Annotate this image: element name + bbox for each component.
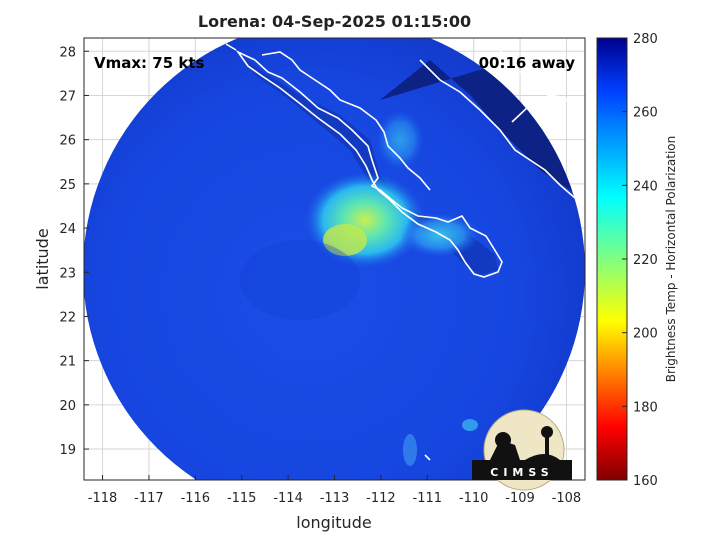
x-tick-label: -113 [320,491,350,506]
baja-peninsula [235,50,498,275]
x-tick-label: -108 [552,491,582,506]
tower-icon [545,436,549,460]
y-tick-label: 25 [59,178,76,193]
y-tick-labels: 19 20 21 22 23 24 25 26 27 28 [59,45,89,458]
colorbar-tick-label: 200 [633,327,658,342]
x-tick-label: -116 [181,491,211,506]
warm-speck [462,419,478,431]
y-tick-label: 23 [59,266,76,281]
vmax-annotation: Vmax: 75 kts [94,54,204,72]
colorbar-tick-label: 220 [633,253,658,268]
chart-title: Lorena: 04-Sep-2025 01:15:00 [197,12,472,31]
swath-disk [84,38,585,480]
coastlines [225,39,585,461]
time-away-annotation: 00:16 away [479,54,576,72]
colorbar-tick-label: 260 [633,106,658,121]
cloud-swirl [240,240,360,320]
cimss-logo: CIMSS [472,409,572,491]
y-tick-label: 20 [59,399,76,414]
colorbar-tick-label: 280 [633,32,658,47]
colorbar-tick-label: 180 [633,400,658,415]
y-tick-label: 24 [59,222,76,237]
y-tick-label: 27 [59,89,76,104]
x-tick-label: -117 [134,491,164,506]
warm-patch [376,110,424,170]
y-tick-label: 21 [59,355,76,370]
y-axis-label: latitude [33,228,52,289]
y-tick-label: 19 [59,443,76,458]
logo-text: CIMSS [490,466,553,479]
x-tick-label: -109 [505,491,535,506]
x-tick-label: -110 [459,491,489,506]
x-axis-label: longitude [296,513,371,532]
x-tick-label: -115 [227,491,257,506]
y-tick-label: 22 [59,310,76,325]
x-tick-label: -111 [413,491,443,506]
colorbar-label: Brightness Temp - Horizontal Polarizatio… [664,136,678,383]
x-tick-label: -118 [88,491,118,506]
colorbar-tick-labels: 280 260 240 220 200 180 160 [622,32,658,489]
y-tick-label: 26 [59,134,76,149]
x-tick-label: -112 [366,491,396,506]
x-tick-labels: -118 -117 -116 -115 -114 -113 -112 -111 -110 -109… [88,475,581,506]
colorbar-tick-label: 240 [633,179,658,194]
warm-spot [323,224,367,256]
colorbar-tick-label: 160 [633,474,658,489]
y-tick-label: 28 [59,45,76,60]
warm-streak [403,434,417,466]
x-tick-label: -114 [273,491,303,506]
